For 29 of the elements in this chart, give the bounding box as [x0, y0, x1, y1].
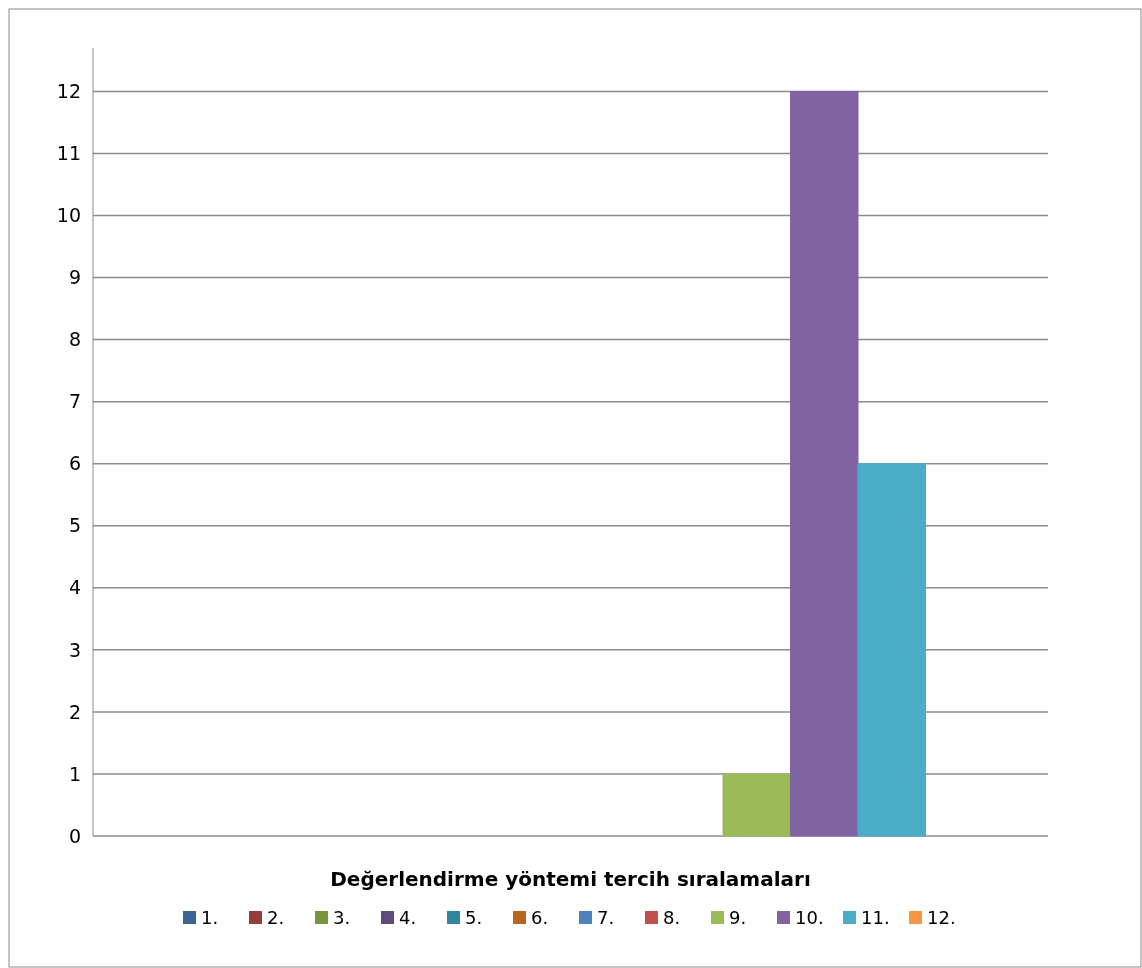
bar — [790, 90, 859, 837]
legend-label: 7. — [597, 907, 615, 929]
y-tick-label: 11 — [56, 142, 81, 165]
legend-label: 11. — [861, 907, 890, 929]
y-tick-label: 12 — [56, 80, 81, 103]
legend-label: 3. — [333, 907, 351, 929]
legend-label: 4. — [399, 907, 417, 929]
y-tick-label: 7 — [68, 390, 81, 413]
legend-label: 10. — [795, 907, 824, 929]
y-tick-label: 5 — [68, 514, 81, 537]
legend-label: 2. — [267, 907, 285, 929]
y-tick-label: 10 — [56, 204, 81, 227]
legend-label: 9. — [729, 907, 747, 929]
y-tick-label: 8 — [68, 328, 81, 351]
x-axis-title: Değerlendirme yöntemi tercih sıralamaları — [330, 867, 811, 891]
y-tick-label: 9 — [68, 266, 81, 289]
legend-label: 12. — [927, 907, 956, 929]
legend-label: 5. — [465, 907, 483, 929]
y-tick-label: 0 — [68, 824, 81, 847]
bar — [857, 463, 926, 837]
y-tick-label: 4 — [68, 576, 81, 599]
y-tick-label: 3 — [68, 638, 81, 661]
legend-label: 6. — [531, 907, 549, 929]
bar — [722, 773, 791, 837]
legend-label: 1. — [201, 907, 219, 929]
y-tick-label: 6 — [68, 452, 81, 475]
y-tick-label: 2 — [68, 700, 81, 723]
y-tick-label: 1 — [68, 762, 81, 785]
legend-label: 8. — [663, 907, 681, 929]
